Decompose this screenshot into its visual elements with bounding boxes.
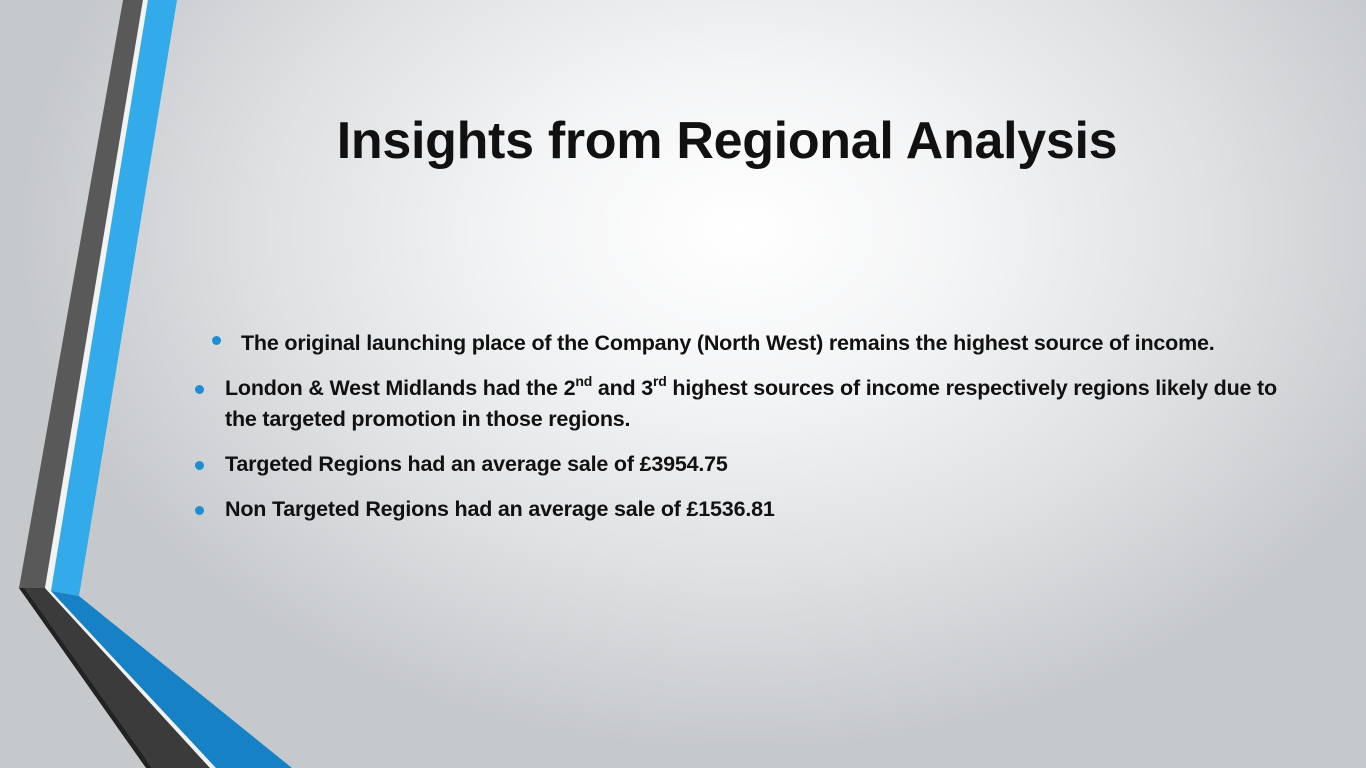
- bullet-dot-icon: [195, 506, 204, 515]
- bullet-text-part1: London & West Midlands had the 2: [225, 376, 576, 400]
- bullet-dot-icon: [195, 385, 204, 394]
- ordinal-suffix-nd: nd: [575, 373, 593, 389]
- bullet-text: The original launching place of the Comp…: [241, 331, 1215, 355]
- bullet-text-part3: highest sources of income respectively r…: [225, 376, 1277, 431]
- bullet-text: Targeted Regions had an average sale of …: [225, 452, 728, 476]
- ordinal-suffix-rd: rd: [653, 373, 667, 389]
- bullet-north-west: The original launching place of the Comp…: [212, 328, 1341, 359]
- bullet-london-west-midlands: London & West Midlands had the 2nd and 3…: [195, 373, 1285, 435]
- slide-title: Insights from Regional Analysis: [336, 112, 1118, 170]
- bullet-targeted-regions: Targeted Regions had an average sale of …: [195, 449, 1285, 480]
- bullet-dot-icon: [195, 461, 204, 470]
- bullet-text-part2: and 3: [592, 376, 654, 400]
- bullet-text: Non Targeted Regions had an average sale…: [225, 497, 775, 521]
- bullet-dot-icon: [212, 336, 221, 345]
- bullet-non-targeted-regions: Non Targeted Regions had an average sale…: [195, 494, 1285, 525]
